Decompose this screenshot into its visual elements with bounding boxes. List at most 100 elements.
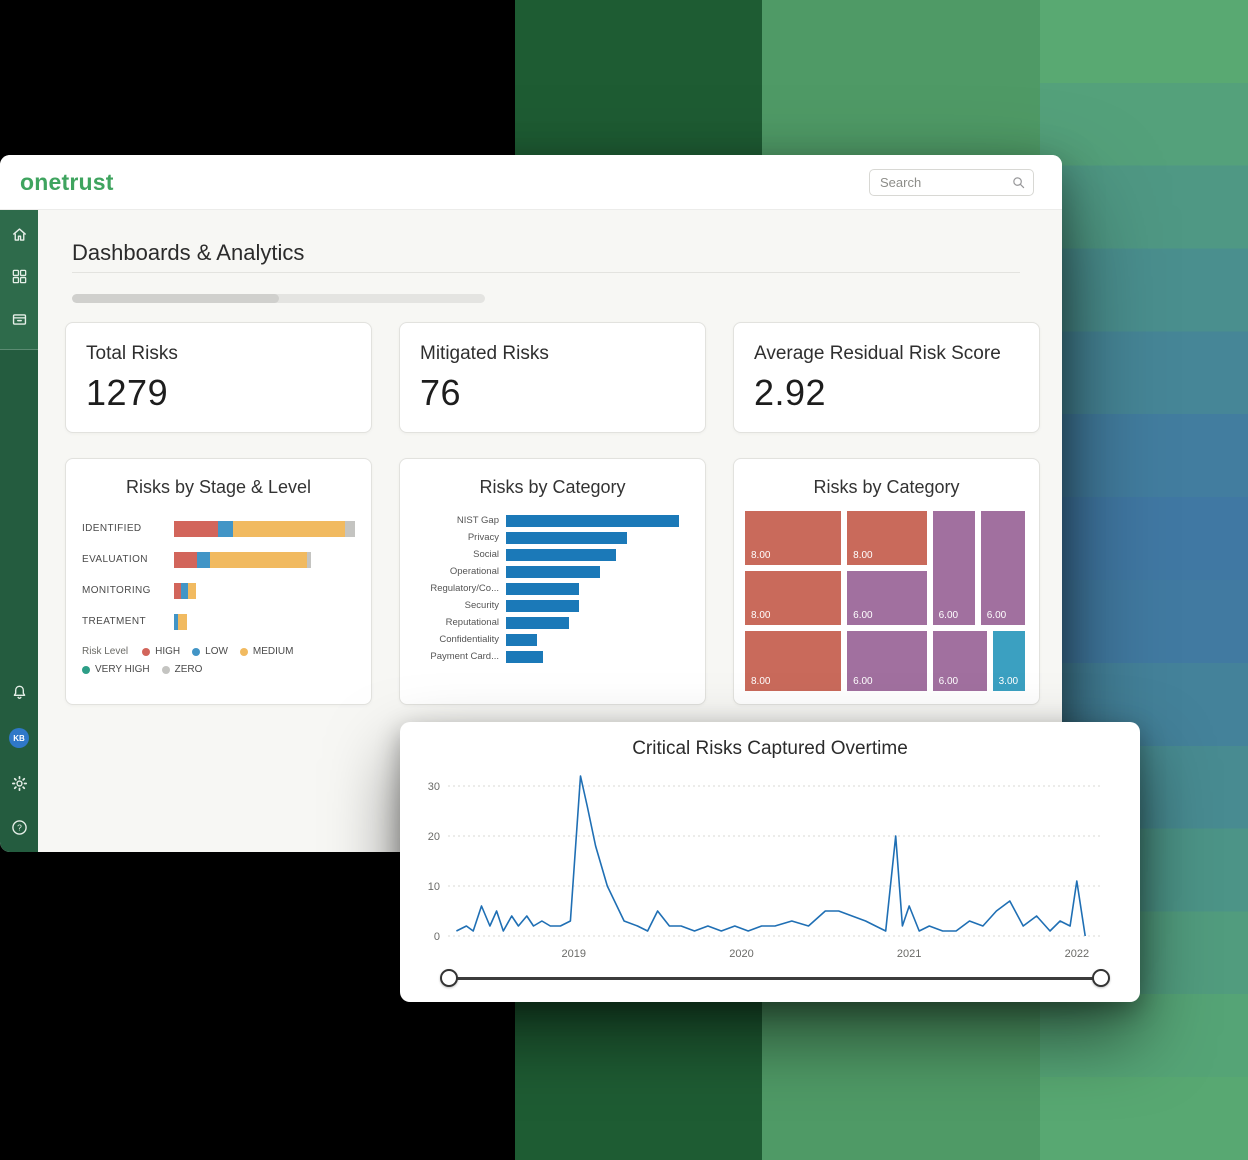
bar-track: [506, 616, 679, 629]
search-input[interactable]: [878, 173, 1006, 191]
risk-level-legend: Risk Level HIGH LOW MEDIUM VERY HIGH ZERO: [82, 646, 357, 675]
stacked-bar-row: IDENTIFIED: [82, 513, 355, 544]
treemap-cell[interactable]: 8.00: [745, 571, 842, 625]
sidebar: KB ?: [0, 210, 38, 852]
bar[interactable]: [506, 514, 679, 527]
category-label: Operational: [449, 566, 499, 577]
treemap-cell[interactable]: 8.00: [745, 631, 842, 691]
category-label: Payment Card...: [430, 651, 499, 662]
category-label: MONITORING: [82, 585, 151, 596]
treemap-cell[interactable]: 6.00: [932, 631, 987, 691]
treemap-cell[interactable]: 8.00: [847, 511, 927, 565]
bar[interactable]: [506, 599, 580, 612]
bar-segment-high[interactable]: [174, 520, 218, 537]
dashboard-scrollbar[interactable]: [72, 294, 485, 303]
bar-segment-low[interactable]: [174, 613, 178, 630]
bar-segment-medium[interactable]: [187, 582, 197, 599]
app-window: onetrust: [0, 155, 1062, 852]
svg-text:2020: 2020: [729, 948, 753, 960]
category-label: Privacy: [467, 532, 499, 543]
bar-track: [506, 548, 679, 561]
bell-icon[interactable]: [11, 684, 28, 701]
bar[interactable]: [506, 633, 538, 646]
legend-item: HIGH: [142, 646, 180, 657]
legend-dot: [142, 647, 151, 656]
page-title: Dashboards & Analytics: [72, 240, 305, 265]
bar-segment-low[interactable]: [217, 520, 234, 537]
bar-segment-high[interactable]: [174, 551, 198, 568]
treemap-cell[interactable]: 6.00: [980, 511, 1025, 625]
treemap-cell[interactable]: 6.00: [847, 631, 927, 691]
dashboard-scrollbar-thumb[interactable]: [72, 294, 279, 303]
bar-row: Payment Card...: [408, 648, 679, 665]
bar[interactable]: [506, 531, 627, 544]
stacked-bar: [174, 551, 355, 568]
bar-track: [506, 565, 679, 578]
help-icon[interactable]: ?: [11, 819, 28, 836]
bar[interactable]: [506, 582, 580, 595]
slider-handle-left[interactable]: [440, 969, 458, 987]
legend-item: MEDIUM: [239, 646, 293, 657]
kpi-label: Total Risks: [86, 343, 178, 364]
bar-track: [506, 531, 679, 544]
bar[interactable]: [506, 650, 543, 663]
treemap-cell[interactable]: 6.00: [932, 511, 975, 625]
bar[interactable]: [506, 616, 569, 629]
home-icon[interactable]: [11, 226, 28, 243]
category-label: NIST Gap: [456, 515, 499, 526]
treemap-cell[interactable]: 3.00: [992, 631, 1025, 691]
slider-track: [447, 977, 1103, 980]
chart-title: Risks by Category: [479, 477, 626, 497]
chart-title: Risks by Category: [813, 477, 960, 497]
kpi-value: 76: [420, 372, 462, 413]
time-range-slider[interactable]: [440, 966, 1110, 990]
settings-gear-icon[interactable]: [11, 775, 28, 792]
bar-segment-low[interactable]: [197, 551, 210, 568]
treemap-value: 6.00: [853, 675, 873, 687]
svg-text:10: 10: [428, 881, 440, 893]
category-label: Social: [473, 549, 499, 560]
bar-segment-high[interactable]: [174, 582, 181, 599]
kpi-value: 1279: [86, 372, 169, 413]
bar-segment-medium[interactable]: [209, 551, 308, 568]
category-label: EVALUATION: [82, 554, 148, 565]
line-chart-card: Critical Risks Captured Overtime 0 10 20 30…: [400, 722, 1140, 1002]
sidebar-top-group: [0, 210, 38, 350]
legend-dot: [82, 665, 90, 674]
treemap-value: 8.00: [751, 675, 771, 687]
bar-segment-medium[interactable]: [177, 613, 187, 630]
bar-track: [506, 650, 679, 663]
svg-text:2022: 2022: [1065, 948, 1089, 960]
slider-handle-right[interactable]: [1092, 969, 1110, 987]
bar[interactable]: [506, 565, 601, 578]
svg-text:?: ?: [17, 823, 22, 833]
kpi-label: Mitigated Risks: [420, 343, 549, 364]
bar-segment-zero[interactable]: [307, 551, 312, 568]
legend-label: VERY HIGH: [95, 664, 150, 675]
category-label: Security: [464, 600, 499, 611]
treemap-cell[interactable]: 6.00: [847, 571, 927, 625]
stacked-bar: [174, 582, 355, 599]
treemap-value: 6.00: [853, 609, 873, 621]
bar-segment-low[interactable]: [180, 582, 188, 599]
stacked-bar-row: TREATMENT: [82, 606, 355, 637]
bar[interactable]: [506, 548, 617, 561]
legend-dot: [192, 647, 201, 656]
search-box[interactable]: [869, 168, 1034, 196]
user-avatar[interactable]: KB: [9, 728, 29, 748]
stacked-bar: [174, 613, 355, 630]
legend-label: LOW: [205, 646, 228, 657]
treemap-cell[interactable]: 8.00: [745, 511, 842, 565]
legend-dot: [161, 665, 170, 674]
dashboards-grid-icon[interactable]: [11, 268, 28, 285]
app-header: onetrust: [0, 155, 1062, 210]
category-label: Regulatory/Co...: [430, 583, 499, 594]
line-chart[interactable]: 0 10 20 30 2019 2020 2021 2022: [412, 764, 1112, 964]
bar-row: Security: [408, 597, 679, 614]
legend-item: VERY HIGH: [82, 664, 150, 675]
inventory-box-icon[interactable]: [11, 310, 28, 327]
bar-segment-medium[interactable]: [233, 520, 346, 537]
bar-segment-zero[interactable]: [345, 520, 355, 537]
treemap: 8.00 8.00 6.00 6.00 8.00 6.00 8.00 6.00 6.00 3.00: [745, 511, 1028, 694]
category-label: Confidentiality: [439, 634, 499, 645]
